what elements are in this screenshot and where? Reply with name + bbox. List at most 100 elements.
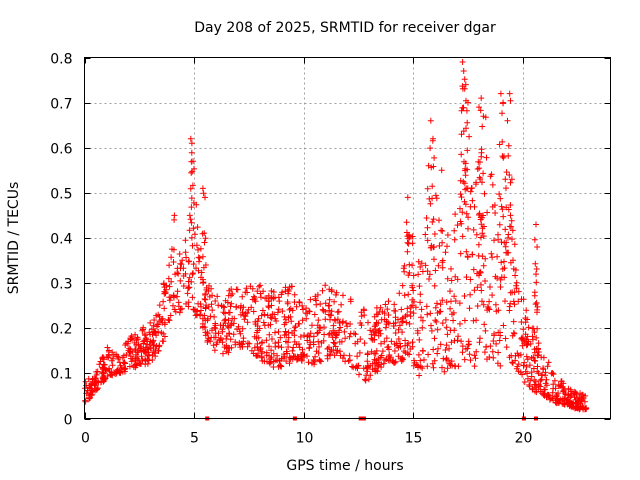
data-point	[210, 342, 217, 349]
data-point	[570, 401, 577, 407]
data-point	[489, 348, 496, 355]
data-point	[552, 385, 559, 392]
data-point	[251, 344, 258, 351]
data-point	[89, 378, 96, 385]
data-point	[95, 385, 101, 392]
data-point	[524, 341, 531, 348]
data-point	[263, 349, 270, 356]
data-point	[549, 389, 556, 396]
data-point	[275, 306, 282, 313]
data-point	[497, 195, 504, 202]
data-point	[170, 302, 176, 309]
data-point	[539, 371, 546, 378]
data-point	[385, 312, 392, 318]
data-point	[194, 224, 201, 231]
data-point	[183, 254, 190, 261]
data-point	[482, 327, 489, 334]
data-point	[410, 287, 417, 294]
data-point	[521, 359, 528, 366]
data-point	[110, 351, 117, 358]
data-point	[437, 301, 444, 308]
data-point	[237, 330, 244, 337]
data-point	[506, 172, 513, 178]
data-point	[542, 369, 549, 376]
data-point	[538, 376, 545, 383]
data-point	[307, 339, 314, 346]
data-point	[291, 338, 298, 345]
data-point	[499, 110, 505, 117]
data-point	[424, 224, 431, 231]
data-point	[443, 299, 450, 306]
data-point	[188, 204, 195, 211]
data-point	[496, 191, 503, 198]
data-point	[125, 347, 132, 354]
data-point	[286, 360, 293, 367]
data-point	[211, 334, 217, 341]
data-point	[186, 227, 193, 234]
data-point	[258, 294, 264, 301]
data-point	[384, 344, 391, 351]
data-point	[531, 346, 538, 353]
data-point	[466, 305, 473, 312]
data-point	[303, 305, 310, 312]
data-point	[418, 260, 425, 267]
data-point	[518, 296, 525, 303]
data-point	[270, 364, 277, 370]
data-point	[296, 344, 303, 351]
data-point	[199, 230, 206, 237]
data-point	[428, 322, 434, 329]
data-point	[424, 311, 431, 318]
data-point	[89, 389, 96, 395]
data-point	[427, 145, 434, 152]
data-point	[197, 245, 204, 252]
data-point	[478, 221, 485, 228]
data-point	[334, 347, 341, 354]
data-point	[364, 358, 371, 365]
data-point	[479, 179, 485, 186]
data-point	[202, 292, 209, 298]
data-point	[474, 303, 481, 309]
data-point	[373, 357, 380, 364]
data-point	[322, 300, 329, 307]
data-point	[329, 334, 336, 341]
x-tick-label: 15	[405, 431, 423, 447]
data-point	[116, 359, 123, 366]
data-point	[374, 362, 381, 369]
data-point	[505, 234, 511, 241]
data-point	[117, 369, 124, 376]
data-point	[504, 117, 511, 124]
y-tick-label: 0.7	[50, 97, 72, 113]
data-point	[503, 169, 510, 176]
data-point	[190, 225, 197, 232]
data-point	[266, 331, 273, 338]
data-point	[378, 316, 385, 323]
data-point	[469, 251, 476, 258]
data-point	[344, 323, 351, 330]
data-point	[443, 356, 450, 363]
data-point	[451, 337, 458, 344]
data-point	[379, 348, 386, 355]
data-point	[196, 258, 202, 265]
data-point	[481, 349, 488, 356]
data-point	[226, 330, 232, 337]
data-point	[436, 242, 443, 249]
data-point	[246, 340, 253, 347]
data-point	[376, 327, 383, 334]
data-point	[461, 317, 468, 324]
data-point	[377, 354, 384, 361]
data-point	[167, 312, 174, 319]
data-point	[166, 283, 173, 290]
data-point	[380, 360, 387, 367]
data-point	[560, 380, 567, 387]
data-point	[484, 209, 491, 216]
data-point	[489, 292, 496, 299]
data-point	[442, 316, 449, 323]
data-point	[438, 167, 445, 174]
data-point	[557, 396, 564, 403]
data-point	[239, 309, 246, 316]
data-point	[499, 138, 506, 145]
data-point	[250, 308, 257, 315]
y-axis: 0 0.1 0.2 0.3 0.4 0.5 0.6 0.7 0.8	[50, 52, 611, 429]
data-point	[461, 356, 468, 363]
data-point	[502, 226, 509, 233]
